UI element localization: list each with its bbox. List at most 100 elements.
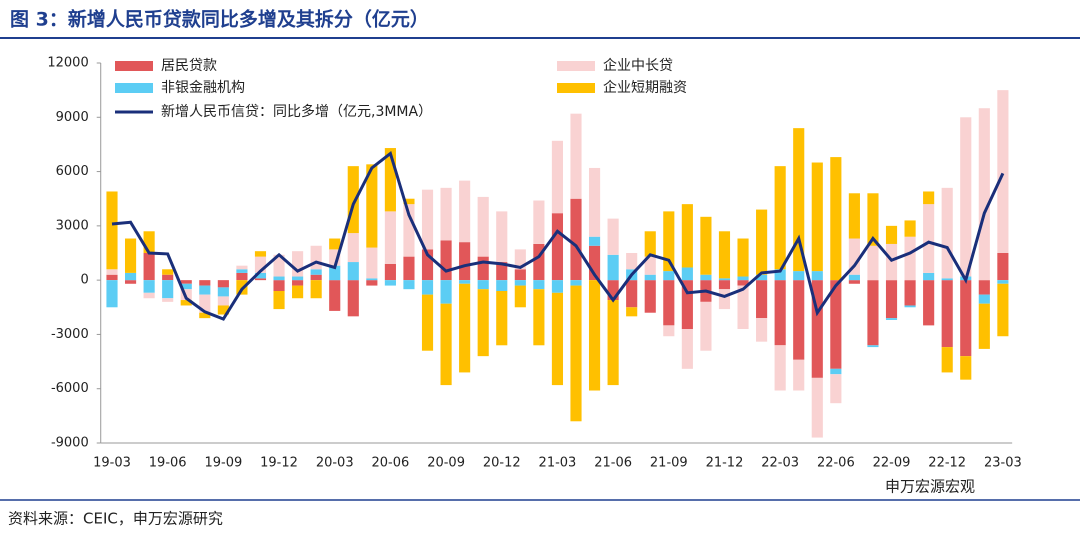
x-tick-label: 20-06 — [372, 456, 410, 471]
bar — [124, 280, 137, 284]
x-tick-label: 19-06 — [149, 456, 187, 471]
legend-swatch — [115, 61, 153, 71]
bar — [310, 269, 322, 275]
bar — [347, 280, 359, 317]
bar — [774, 345, 786, 391]
bar — [124, 272, 137, 281]
bar — [551, 280, 564, 293]
bar — [217, 296, 229, 306]
bar — [960, 280, 972, 357]
x-tick-label: 21-09 — [650, 456, 688, 471]
legend-label: 居民贷款 — [161, 58, 217, 74]
bar — [217, 305, 229, 315]
bar — [904, 220, 916, 237]
bar — [533, 243, 545, 281]
x-tick-label: 20-09 — [427, 456, 465, 471]
bar — [514, 249, 526, 270]
legend-swatch — [557, 83, 595, 93]
bar — [718, 280, 731, 290]
x-tick-label: 19-09 — [204, 456, 242, 471]
x-tick-label: 19-12 — [260, 456, 298, 471]
bar — [217, 287, 229, 297]
bar — [737, 238, 749, 277]
bar — [978, 108, 990, 281]
bar — [700, 301, 712, 351]
bar — [384, 263, 396, 281]
bar — [440, 280, 452, 304]
bar — [273, 254, 285, 277]
bar — [162, 269, 174, 275]
x-tick-label: 21-12 — [706, 456, 744, 471]
bar — [180, 283, 192, 290]
bar — [941, 187, 953, 279]
bar — [904, 236, 916, 281]
bar — [254, 256, 267, 273]
bar — [588, 245, 601, 281]
bar — [663, 211, 675, 272]
bar — [663, 325, 675, 337]
bar — [848, 274, 860, 281]
bar — [199, 285, 211, 295]
bar — [366, 247, 378, 279]
bar — [162, 280, 174, 299]
bar — [143, 292, 155, 299]
bar — [978, 280, 990, 295]
bar — [756, 318, 768, 342]
bar — [978, 294, 990, 304]
bar — [533, 200, 545, 244]
bar — [978, 303, 990, 349]
bar — [551, 292, 564, 386]
bar — [273, 280, 285, 291]
bar — [681, 267, 693, 281]
x-tick-label: 22-09 — [873, 456, 911, 471]
bar — [941, 347, 953, 373]
bar — [477, 280, 489, 290]
bar — [904, 305, 916, 308]
chart-title: 图 3：新增人民币贷款同比多增及其拆分（亿元） — [10, 8, 429, 31]
bar — [607, 300, 619, 386]
bar — [496, 280, 508, 291]
bar — [347, 233, 359, 263]
bar — [774, 280, 786, 346]
bar — [477, 256, 489, 281]
bar — [236, 269, 248, 273]
bar — [570, 285, 582, 422]
bar — [403, 204, 415, 257]
y-tick-label: 3000 — [56, 218, 89, 233]
bar — [162, 274, 174, 281]
source-note: 资料来源：CEIC，申万宏源研究 — [8, 510, 223, 528]
bar — [626, 280, 638, 308]
line-series — [111, 150, 1005, 321]
bar — [403, 256, 415, 281]
bar — [384, 280, 396, 286]
bar — [514, 269, 526, 281]
bar — [310, 280, 322, 299]
bar — [848, 193, 860, 239]
bar — [143, 280, 155, 293]
bar — [421, 294, 434, 351]
bar — [663, 271, 675, 281]
bar — [421, 249, 434, 281]
bar — [774, 269, 786, 281]
bar — [867, 345, 879, 348]
bar — [254, 251, 267, 257]
x-tick-label: 22-12 — [928, 456, 966, 471]
bar — [514, 280, 526, 286]
bar — [700, 274, 712, 281]
bar — [830, 280, 842, 369]
bar — [607, 218, 619, 255]
bar — [180, 300, 192, 306]
bar — [477, 289, 489, 357]
x-tick-label: 21-03 — [539, 456, 577, 471]
bar — [793, 271, 805, 281]
bar — [811, 162, 823, 272]
bar — [607, 280, 619, 301]
y-tick-label: -3000 — [51, 327, 89, 342]
bar — [626, 307, 638, 317]
bar — [514, 285, 526, 308]
bar — [997, 280, 1009, 284]
bar — [570, 280, 582, 286]
bar — [403, 280, 415, 290]
bar — [923, 191, 935, 205]
bar — [199, 294, 211, 313]
